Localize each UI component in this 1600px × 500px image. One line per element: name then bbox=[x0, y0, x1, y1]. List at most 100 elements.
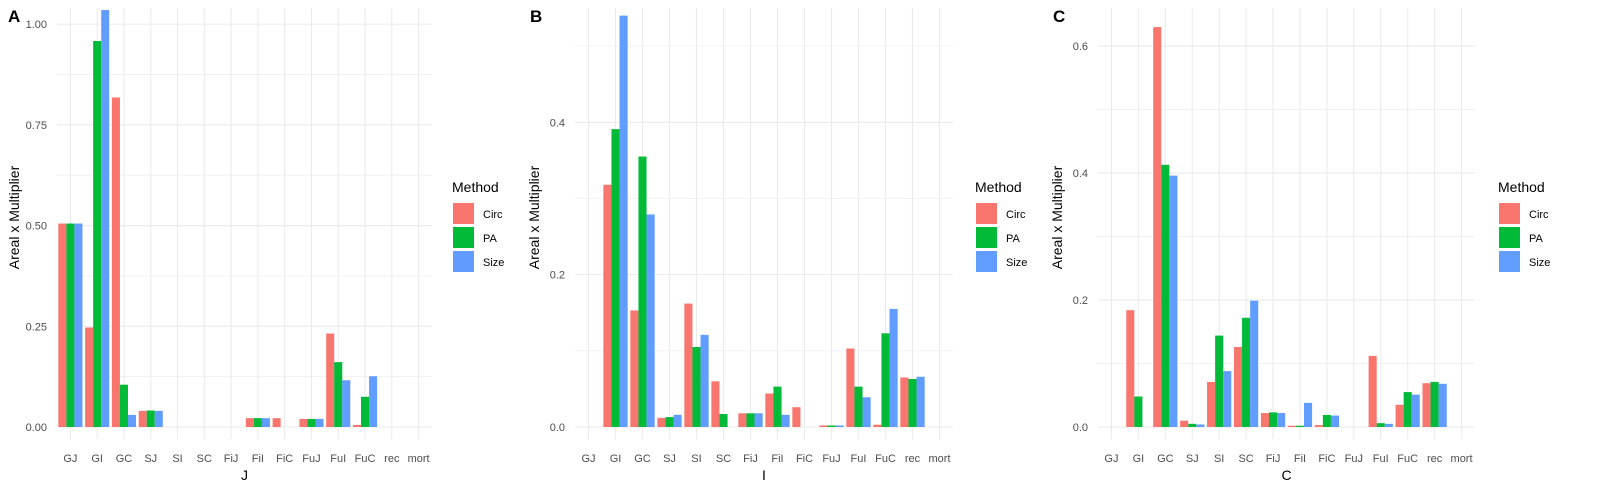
x-tick-label: GI bbox=[91, 453, 103, 465]
bar-size-fuc bbox=[369, 376, 378, 427]
bar-pa-gi bbox=[611, 129, 620, 427]
y-tick-label: 0.6 bbox=[1073, 41, 1088, 53]
y-tick-label: 0.00 bbox=[26, 422, 47, 434]
x-tick-label: rec bbox=[1427, 453, 1443, 465]
series-size bbox=[1169, 175, 1447, 427]
x-tick-label: SC bbox=[1238, 453, 1253, 465]
series-circ bbox=[603, 184, 909, 427]
x-tick-label: rec bbox=[384, 453, 400, 465]
legend-key-size bbox=[976, 251, 997, 272]
y-tick-label: 0.25 bbox=[26, 321, 47, 333]
bar-circ-fic bbox=[272, 418, 281, 427]
x-tick-label: GJ bbox=[1104, 453, 1118, 465]
bar-circ-gc bbox=[630, 310, 639, 427]
y-axis-title: Areal x Multiplier bbox=[6, 165, 22, 269]
bar-pa-sj bbox=[146, 410, 155, 427]
x-tick-label: FiC bbox=[1318, 453, 1335, 465]
legend-key-circ bbox=[976, 203, 997, 224]
legend-key-circ bbox=[1499, 203, 1520, 224]
x-tick-label: SJ bbox=[144, 453, 157, 465]
x-tick-label: FuC bbox=[875, 453, 896, 465]
bar-size-rec bbox=[1438, 383, 1447, 427]
x-tick-label: FuI bbox=[330, 453, 346, 465]
bar-circ-sc bbox=[1233, 347, 1243, 427]
legend-key-size bbox=[453, 251, 474, 272]
y-tick-label: 0.75 bbox=[26, 120, 47, 132]
legend-title: Method bbox=[975, 179, 1022, 195]
bar-size-fuc bbox=[1411, 394, 1420, 427]
x-tick-label: FiI bbox=[771, 453, 783, 465]
series-circ bbox=[1126, 27, 1431, 428]
x-tick-label: GJ bbox=[581, 453, 595, 465]
legend-title: Method bbox=[452, 179, 499, 195]
bar-size-rec bbox=[916, 376, 925, 427]
bar-size-gc bbox=[1169, 175, 1178, 427]
bar-circ-fuc bbox=[352, 424, 362, 427]
bar-circ-fuj bbox=[819, 425, 828, 427]
x-tick-label: GI bbox=[1133, 453, 1145, 465]
bar-pa-fui bbox=[854, 386, 863, 427]
bar-pa-fuc bbox=[881, 333, 890, 427]
legend-title: Method bbox=[1498, 179, 1545, 195]
bar-pa-gc bbox=[1161, 164, 1170, 428]
x-tick-label: rec bbox=[905, 453, 921, 465]
x-tick-label: FuC bbox=[1397, 453, 1418, 465]
bar-pa-fii bbox=[253, 418, 262, 427]
legend: Method Circ PA Size bbox=[1498, 179, 1550, 272]
bar-circ-fii bbox=[245, 418, 254, 427]
bar-circ-fuc bbox=[1395, 404, 1404, 427]
legend-key-pa bbox=[976, 227, 997, 248]
bar-size-gi bbox=[101, 10, 110, 427]
x-tick-label: SC bbox=[197, 453, 212, 465]
bar-pa-sj bbox=[665, 417, 674, 427]
bar-pa-gi bbox=[93, 41, 102, 428]
bar-pa-sc bbox=[719, 414, 728, 427]
bar-size-fij bbox=[754, 413, 763, 427]
y-tick-label: 0.0 bbox=[1073, 422, 1088, 434]
series-size bbox=[74, 10, 378, 427]
chart-panel-c: 0.0 0.2 0.4 0.6 GJ GI GC SJ SI SC FiJ FiI FiC FuJ FuI F… bbox=[1049, 7, 1550, 483]
bar-size-fui bbox=[862, 397, 871, 427]
bar-pa-fii bbox=[1295, 425, 1305, 427]
x-tick-label: FiJ bbox=[743, 453, 758, 465]
bar-size-fuc bbox=[889, 308, 898, 427]
chart-panel-a: 0.00 0.25 0.50 0.75 1.00 GJ GI GC SJ SI SC FiJ FiI Fi… bbox=[6, 7, 504, 483]
bar-size-gc bbox=[646, 214, 655, 427]
bar-size-fii bbox=[781, 414, 790, 427]
bar-pa-gi bbox=[1134, 396, 1143, 427]
chart-panel-b: 0.0 0.2 0.4 GJ GI GC SJ SI SC FiJ FiI FiC FuJ FuI FuC r… bbox=[526, 7, 1027, 483]
x-tick-label: GC bbox=[116, 453, 133, 465]
bar-circ-gc bbox=[1153, 27, 1162, 428]
bar-circ-gc bbox=[111, 97, 120, 428]
bar-circ-si bbox=[1207, 381, 1216, 427]
bar-pa-fij bbox=[746, 413, 755, 427]
bar-circ-gj bbox=[58, 223, 67, 427]
x-axis-title: J bbox=[241, 467, 248, 483]
legend-label-size: Size bbox=[483, 257, 504, 269]
x-tick-label: FiC bbox=[796, 453, 813, 465]
legend-label-pa: PA bbox=[483, 233, 498, 245]
legend: Method Circ PA Size bbox=[452, 179, 504, 272]
legend-label-size: Size bbox=[1006, 257, 1027, 269]
bar-pa-sj bbox=[1188, 423, 1197, 427]
bar-pa-fui bbox=[1376, 423, 1385, 427]
x-tick-label: SI bbox=[172, 453, 182, 465]
bar-circ-fuj bbox=[299, 418, 308, 427]
bar-size-fii bbox=[1304, 402, 1313, 427]
x-tick-label: mort bbox=[408, 453, 430, 465]
bar-size-sj bbox=[1196, 424, 1205, 427]
bar-pa-rec bbox=[1430, 381, 1439, 427]
bar-pa-si bbox=[692, 347, 701, 427]
x-axis-title: C bbox=[1281, 467, 1291, 483]
series-size bbox=[619, 15, 925, 427]
bar-pa-sc bbox=[1242, 317, 1251, 427]
y-axis-title: Areal x Multiplier bbox=[526, 165, 542, 269]
x-tick-label: FuJ bbox=[302, 453, 320, 465]
x-tick-label: FiJ bbox=[224, 453, 239, 465]
y-tick-label: 0.4 bbox=[550, 117, 565, 129]
bar-size-si bbox=[700, 334, 709, 427]
bar-pa-fij bbox=[1268, 412, 1278, 427]
bar-circ-fui bbox=[326, 333, 335, 427]
bar-circ-fui bbox=[846, 348, 855, 427]
